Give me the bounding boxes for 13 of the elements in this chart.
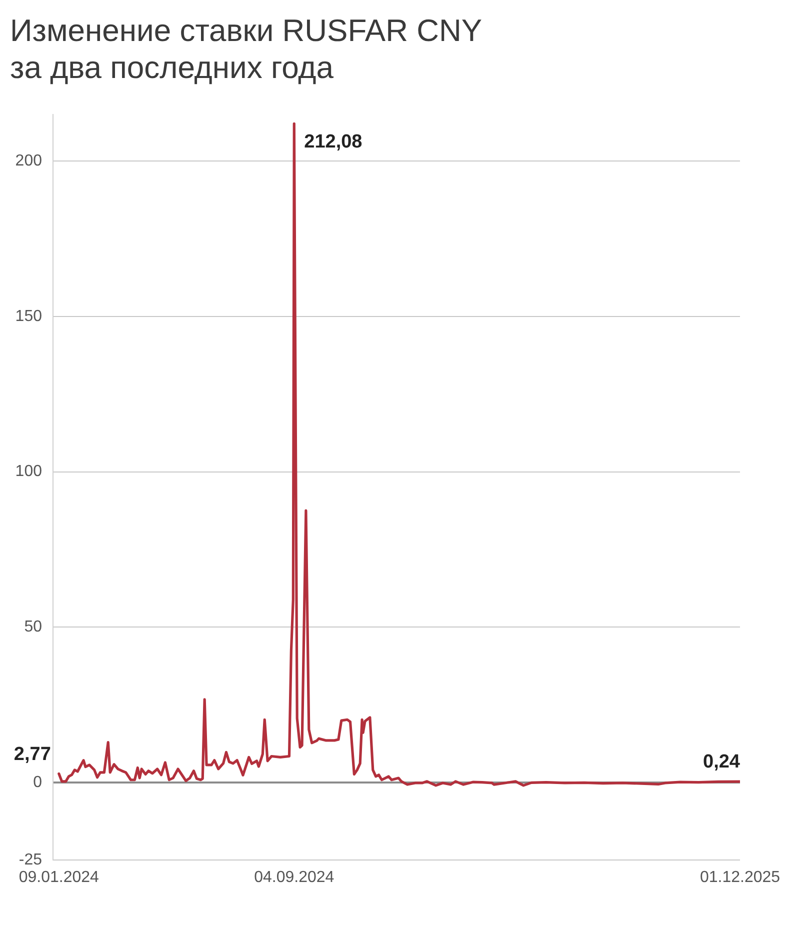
y-tick-label: 100 [15, 463, 42, 480]
y-tick-label: 50 [24, 618, 42, 636]
data-label: 0,24 [703, 752, 740, 773]
y-tick-label: 150 [15, 308, 42, 325]
y-tick-label: 200 [15, 152, 42, 170]
y-tick-label: -25 [18, 851, 42, 868]
y-tick-label: 0 [33, 774, 42, 791]
x-tick-label: 04.09.2024 [254, 869, 334, 886]
data-label: 212,08 [304, 132, 362, 153]
x-tick-label: 09.01.2024 [18, 869, 100, 886]
chart-title: Изменение ставки RUSFAR CNY за два последних года [10, 12, 482, 86]
x-tick-label: 01.12.2025 [700, 869, 780, 886]
data-label: 2,77 [14, 744, 51, 765]
